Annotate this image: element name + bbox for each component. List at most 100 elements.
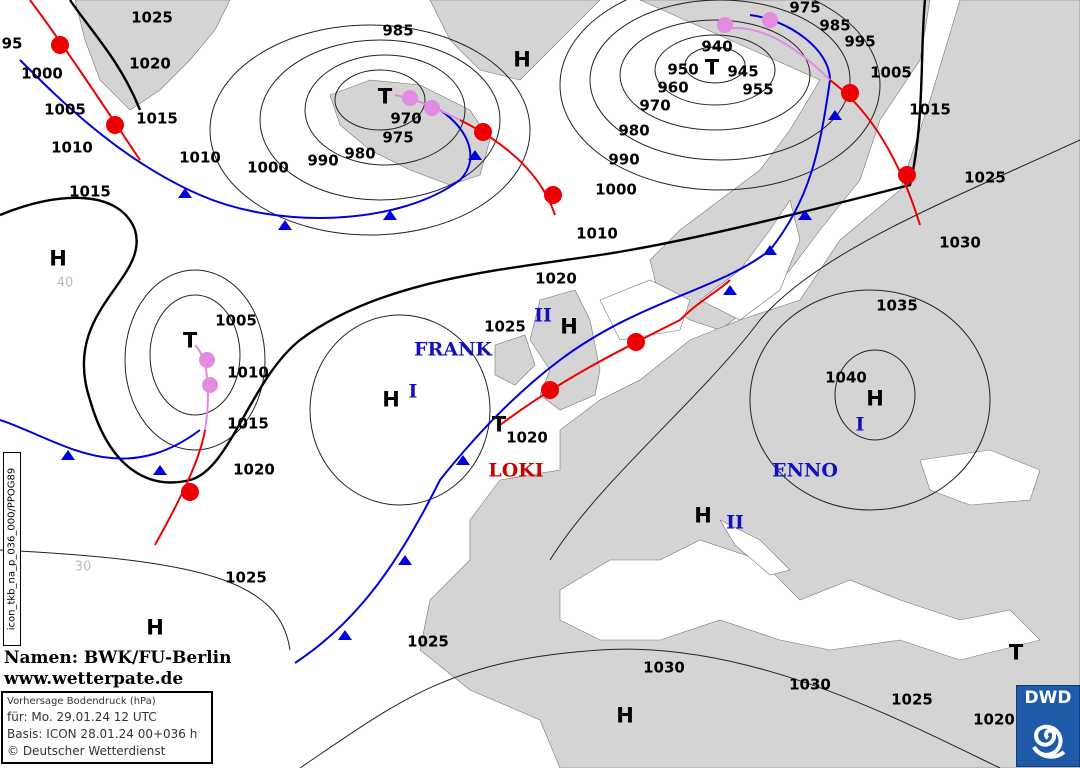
website-link[interactable]: www.wetterpate.de bbox=[4, 669, 184, 689]
mediterranean bbox=[559, 539, 1041, 661]
isobar-label: 1035 bbox=[876, 296, 918, 315]
high-pressure-center: H bbox=[866, 386, 884, 411]
isobar-label: 970 bbox=[639, 96, 671, 115]
isobar-label: 980 bbox=[618, 121, 650, 140]
cold-front-triangle bbox=[153, 465, 167, 475]
isobar-label: 955 bbox=[742, 80, 774, 99]
isobar-label: 980 bbox=[344, 144, 376, 163]
isobar-label: 1000 bbox=[247, 158, 289, 177]
isobar-label: 975 bbox=[382, 128, 414, 147]
cold-front-triangle bbox=[338, 630, 352, 640]
high-pressure-center: H bbox=[49, 246, 67, 271]
isobar-label: 1025 bbox=[484, 317, 526, 336]
isobar-label: 1020 bbox=[506, 428, 548, 447]
cold-front-triangle bbox=[178, 188, 192, 198]
high-pressure-center: H bbox=[146, 615, 164, 640]
warm-front-semicircle bbox=[51, 36, 69, 54]
iceland bbox=[329, 79, 491, 186]
warm-front-semicircle bbox=[474, 123, 492, 141]
scandinavia bbox=[639, 0, 931, 331]
isobar-label: 1010 bbox=[227, 363, 269, 382]
isobar-label: 1010 bbox=[51, 138, 93, 157]
britain bbox=[529, 289, 601, 411]
isobar-label: 1020 bbox=[129, 54, 171, 73]
black-sea bbox=[919, 449, 1041, 506]
spiral-icon bbox=[1032, 724, 1066, 759]
ireland bbox=[494, 334, 536, 386]
cold-front-triangle bbox=[828, 110, 842, 120]
isobar-label: 95 bbox=[1, 34, 23, 53]
warm-front bbox=[154, 429, 206, 546]
warm-front-semicircle bbox=[181, 483, 199, 501]
isobar-label: 1010 bbox=[576, 224, 618, 243]
scandinavia-north bbox=[429, 0, 601, 81]
isobar-label: 1015 bbox=[227, 414, 269, 433]
isobar-label: 1015 bbox=[136, 109, 178, 128]
dwd-logo-text: DWD bbox=[1024, 688, 1072, 708]
info-box: Vorhersage Bodendruck (hPa) für: Mo. 29.… bbox=[1, 691, 213, 764]
warm-front-semicircle bbox=[544, 186, 562, 204]
isobar-label: 975 bbox=[789, 0, 821, 17]
isobar-label: 1005 bbox=[870, 63, 912, 82]
cold-front-triangle bbox=[723, 285, 737, 295]
isobar-label: 1025 bbox=[131, 8, 173, 27]
low-pressure-center: T bbox=[182, 328, 198, 353]
isobar-label: 1015 bbox=[909, 100, 951, 119]
isobar-label: 990 bbox=[608, 150, 640, 169]
isobar-label: 1005 bbox=[215, 311, 257, 330]
bold-isobars bbox=[0, 0, 927, 484]
isobar-label: 1005 bbox=[44, 100, 86, 119]
high-name: I bbox=[855, 413, 865, 436]
isobar-label: 1020 bbox=[535, 269, 577, 288]
isobar-label: 950 bbox=[667, 60, 699, 79]
product-code-box: icon_tkb_na_p_036_000/PPOG89 bbox=[3, 452, 21, 646]
isobar-label: 995 bbox=[844, 32, 876, 51]
cold-front bbox=[0, 419, 201, 460]
latitude-label: 30 bbox=[74, 559, 92, 575]
isobar-label: 1030 bbox=[939, 233, 981, 252]
isobar-label: 1020 bbox=[233, 460, 275, 479]
isobar-label: 1025 bbox=[964, 168, 1006, 187]
isobar-label: 1040 bbox=[825, 368, 867, 387]
cold-front-triangle bbox=[763, 245, 777, 255]
cold-front-triangle bbox=[383, 210, 397, 220]
isobar-label: 985 bbox=[819, 16, 851, 35]
occlusion-symbol bbox=[717, 17, 733, 33]
occlusion-symbol bbox=[402, 90, 418, 106]
warm-front-semicircle bbox=[627, 333, 645, 351]
warm-front-semicircle bbox=[898, 166, 916, 184]
credits: Namen: BWK/FU-Berlin www.wetterpate.de bbox=[4, 648, 231, 690]
info-basis: Basis: ICON 28.01.24 00+036 h bbox=[7, 727, 198, 741]
isobar-label: 960 bbox=[657, 78, 689, 97]
low-pressure-center: T bbox=[1008, 640, 1024, 665]
high-name: II bbox=[534, 304, 552, 327]
latitude-label: 40 bbox=[56, 275, 74, 291]
isobar-label: 990 bbox=[307, 151, 339, 170]
isobar-label: 1015 bbox=[69, 182, 111, 201]
cold-front-triangle bbox=[278, 220, 292, 230]
high-name: II bbox=[726, 511, 744, 534]
isobar-label: 940 bbox=[701, 37, 733, 56]
name-credit: Namen: BWK/FU-Berlin bbox=[4, 648, 232, 668]
cold-front-triangle bbox=[61, 450, 75, 460]
product-code: icon_tkb_na_p_036_000/PPOG89 bbox=[6, 467, 18, 631]
info-valid-time: für: Mo. 29.01.24 12 UTC bbox=[7, 710, 157, 724]
isobar-label: 1010 bbox=[179, 148, 221, 167]
adriatic bbox=[719, 519, 791, 576]
occlusion bbox=[719, 27, 831, 81]
cold-front-triangle bbox=[798, 210, 812, 220]
high-name: FRANK bbox=[414, 338, 492, 361]
cold-front bbox=[19, 59, 472, 219]
occlusion-symbol bbox=[199, 352, 215, 368]
isobar-label: 1025 bbox=[407, 632, 449, 651]
info-copyright: © Deutscher Wetterdienst bbox=[7, 744, 166, 758]
dwd-logo: DWD bbox=[1016, 685, 1080, 767]
isobar-label: 1030 bbox=[789, 675, 831, 694]
isobar-label: 1000 bbox=[21, 64, 63, 83]
seas bbox=[559, 199, 1041, 661]
isobar-label: 970 bbox=[390, 109, 422, 128]
high-name: ENNO bbox=[772, 459, 838, 482]
